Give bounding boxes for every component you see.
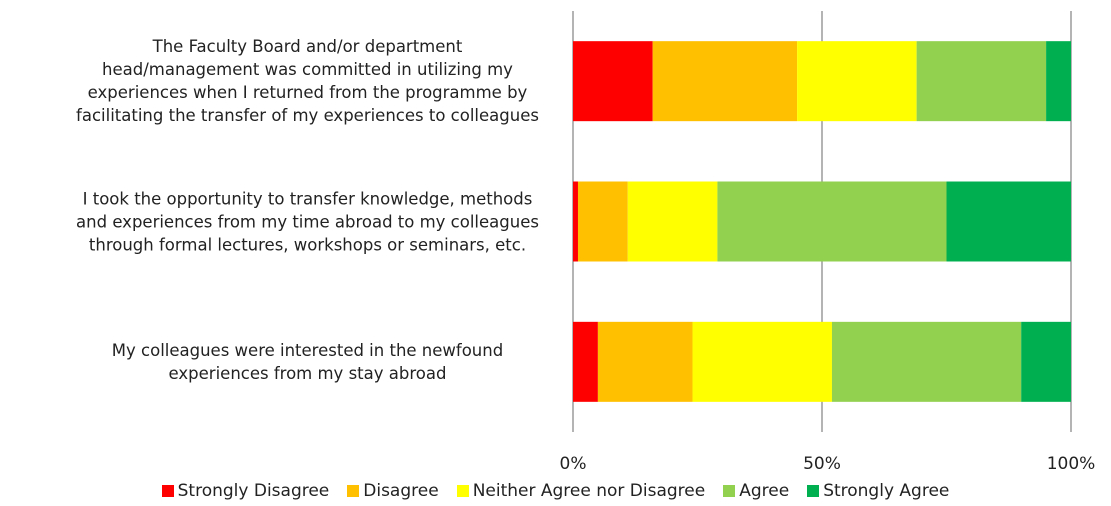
x-tick-label: 100% [1047,454,1096,474]
bar-segment [717,181,947,262]
legend-swatch [807,485,820,497]
legend-item: Strongly Agree [807,481,949,501]
legend-label: Disagree [363,481,439,501]
category-label: I took the opportunity to transfer knowl… [76,189,539,254]
x-tick-label: 0% [560,454,587,474]
bar-segment [573,181,578,262]
legend-item: Strongly Disagree [161,481,330,501]
category-label: My colleagues were interested in the new… [111,340,504,383]
legend: Strongly Disagree Disagree Neither Agree n… [0,481,1111,501]
bar-segment [573,41,653,122]
bar-segment [577,181,628,262]
legend-swatch [456,485,469,497]
legend-swatch [723,485,736,497]
bar-segment [1046,41,1071,122]
legend-label: Strongly Disagree [177,481,330,501]
category-label: The Faculty Board and/or department head… [76,37,539,126]
legend-label: Agree [739,481,790,501]
legend-swatch [347,485,360,497]
legend-label: Neither Agree nor Disagree [472,481,706,501]
bar-segment [652,41,798,122]
bar-segment [573,321,598,402]
bar-segment [916,41,1047,122]
bar-segment [597,321,693,402]
legend-item: Agree [723,481,789,501]
bar-segment [831,321,1022,402]
bar-segment [692,321,832,402]
legend-item: Neither Agree nor Disagree [456,481,706,501]
x-tick-label: 50% [803,454,841,474]
bar-segment [1021,321,1071,402]
legend-label: Strongly Agree [823,481,950,501]
bar-segment [946,181,1071,262]
legend-item: Disagree [347,481,439,501]
bar-segment [627,181,718,262]
legend-swatch [161,485,174,497]
bar-segment [797,41,917,122]
